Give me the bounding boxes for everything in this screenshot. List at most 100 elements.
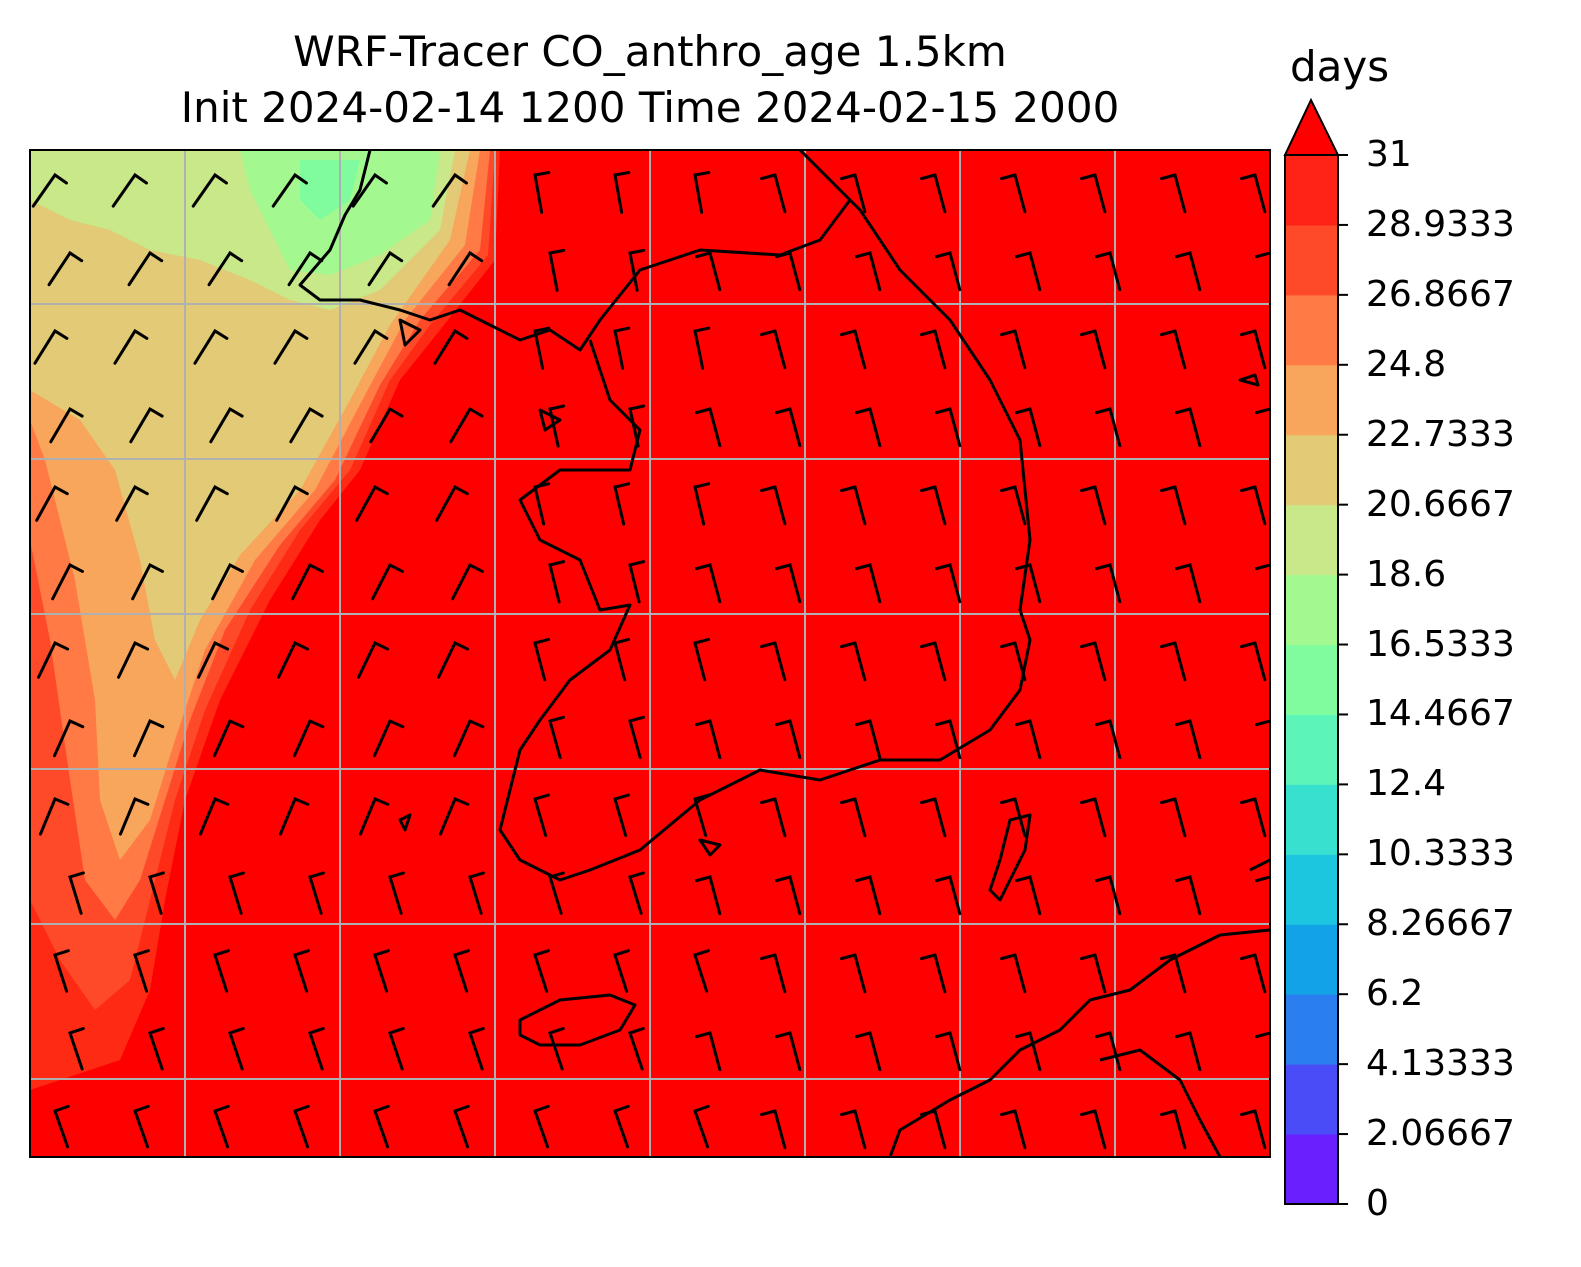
wind-barb: [1174, 875, 1202, 916]
wind-barb: [934, 563, 962, 604]
wind-barb: [388, 1027, 405, 1071]
wind-barb: [693, 326, 711, 370]
wind-barb: [127, 250, 164, 287]
colorbar-level-3: [1285, 924, 1338, 995]
wind-barb: [131, 562, 164, 601]
wind-barb: [278, 797, 310, 836]
wind-barb: [452, 719, 485, 758]
colorbar-tick-label: 16.5333: [1366, 623, 1515, 665]
colorbar-level-9: [1285, 504, 1338, 576]
wind-barb: [934, 251, 962, 292]
wind-barb: [934, 407, 962, 448]
wind-barb: [68, 1027, 85, 1071]
colorbar-tick-label: 12.4: [1366, 763, 1447, 805]
wind-barb: [839, 953, 867, 994]
wind-barb: [468, 871, 485, 915]
wind-barb: [613, 482, 631, 526]
wind-barb: [287, 250, 324, 287]
wind-barb: [437, 640, 470, 679]
wind-barb: [373, 1104, 390, 1149]
wind-barb: [548, 715, 565, 760]
wind-barb: [453, 949, 470, 993]
wind-barb: [228, 1027, 245, 1071]
wind-barb: [1094, 1031, 1122, 1072]
colorbar-units-label: days: [1290, 42, 1390, 91]
colorbar-level-13: [1285, 224, 1338, 296]
wind-barb: [759, 1109, 787, 1150]
wind-barb: [613, 171, 631, 214]
wind-barb: [693, 793, 710, 837]
colorbar-level-5: [1285, 784, 1338, 855]
wind-barb: [934, 1031, 962, 1072]
colorbar-level-4: [1285, 854, 1338, 925]
map-frame: [29, 149, 1271, 1158]
wind-barb: [1174, 407, 1202, 448]
wind-barb: [774, 251, 802, 292]
wind-barb: [213, 949, 230, 993]
wind-barb: [839, 173, 867, 214]
wind-barb: [854, 251, 882, 292]
wind-barb: [129, 406, 164, 444]
wind-barb: [694, 719, 722, 760]
wind-barb: [1239, 641, 1267, 682]
colorbar-tick-label: 0: [1366, 1183, 1389, 1224]
wind-barb: [1079, 953, 1107, 994]
wind-barb: [1239, 329, 1267, 370]
wind-barb: [694, 875, 722, 916]
wind-barb: [207, 250, 244, 287]
wind-barb: [854, 875, 882, 916]
colorbar-level-14: [1285, 155, 1338, 226]
wind-barb: [1254, 1031, 1270, 1039]
colorbar-tick-label: 2.06667: [1366, 1113, 1515, 1155]
wind-barb: [693, 482, 711, 526]
wind-barb: [548, 404, 566, 448]
wind-barb: [449, 406, 484, 444]
wind-barb: [1174, 719, 1202, 760]
wind-barb: [1014, 719, 1042, 760]
wind-barb: [1014, 875, 1042, 916]
wind-barb: [373, 949, 390, 993]
contour-band-14-5: [300, 160, 360, 220]
wind-barb: [113, 328, 149, 365]
wind-barb: [115, 484, 149, 522]
wind-barb: [774, 407, 802, 448]
colorbar-extend-triangle: [1283, 97, 1340, 156]
wind-barb: [47, 250, 84, 287]
coastline-china-north: [298, 150, 852, 352]
wind-barb: [919, 1109, 947, 1150]
colorbar-level-7: [1285, 644, 1338, 715]
wind-barb: [37, 640, 70, 679]
wind-barb: [1254, 719, 1270, 727]
wind-barbs: [31, 171, 1270, 1150]
colorbar-tick-label: 28.9333: [1366, 203, 1515, 245]
colorbar-level-6: [1285, 714, 1338, 785]
wind-barb: [839, 797, 867, 838]
coastline-jeju: [518, 993, 637, 1047]
colorbar-tick-label: 20.6667: [1366, 483, 1515, 525]
colorbar-tick-label: 24.8: [1366, 343, 1447, 385]
wind-barb: [293, 1104, 310, 1149]
wind-barb: [273, 328, 309, 365]
wind-barb: [854, 719, 882, 760]
wind-barb: [453, 1104, 470, 1149]
wind-barb: [213, 1104, 230, 1149]
colorbar-level-0: [1285, 1134, 1338, 1205]
wind-barb: [433, 328, 469, 365]
wind-barb: [693, 637, 711, 682]
wind-barb: [1159, 329, 1187, 370]
wind-barb: [759, 485, 787, 526]
wind-barb: [1239, 1109, 1267, 1150]
wind-barb: [533, 326, 551, 370]
wind-barb: [693, 949, 710, 993]
wind-barb: [774, 719, 802, 760]
wind-barb: [197, 640, 230, 679]
wind-barb: [1094, 407, 1122, 448]
wind-barb: [1079, 173, 1107, 214]
wind-barb: [613, 1104, 630, 1149]
wind-barb: [1254, 875, 1270, 883]
wind-barb: [51, 562, 84, 601]
plot-title-line1: WRF-Tracer CO_anthro_age 1.5km: [293, 27, 1007, 76]
wind-barb: [228, 871, 245, 915]
wind-barb: [275, 484, 309, 522]
wind-barb: [999, 485, 1027, 526]
